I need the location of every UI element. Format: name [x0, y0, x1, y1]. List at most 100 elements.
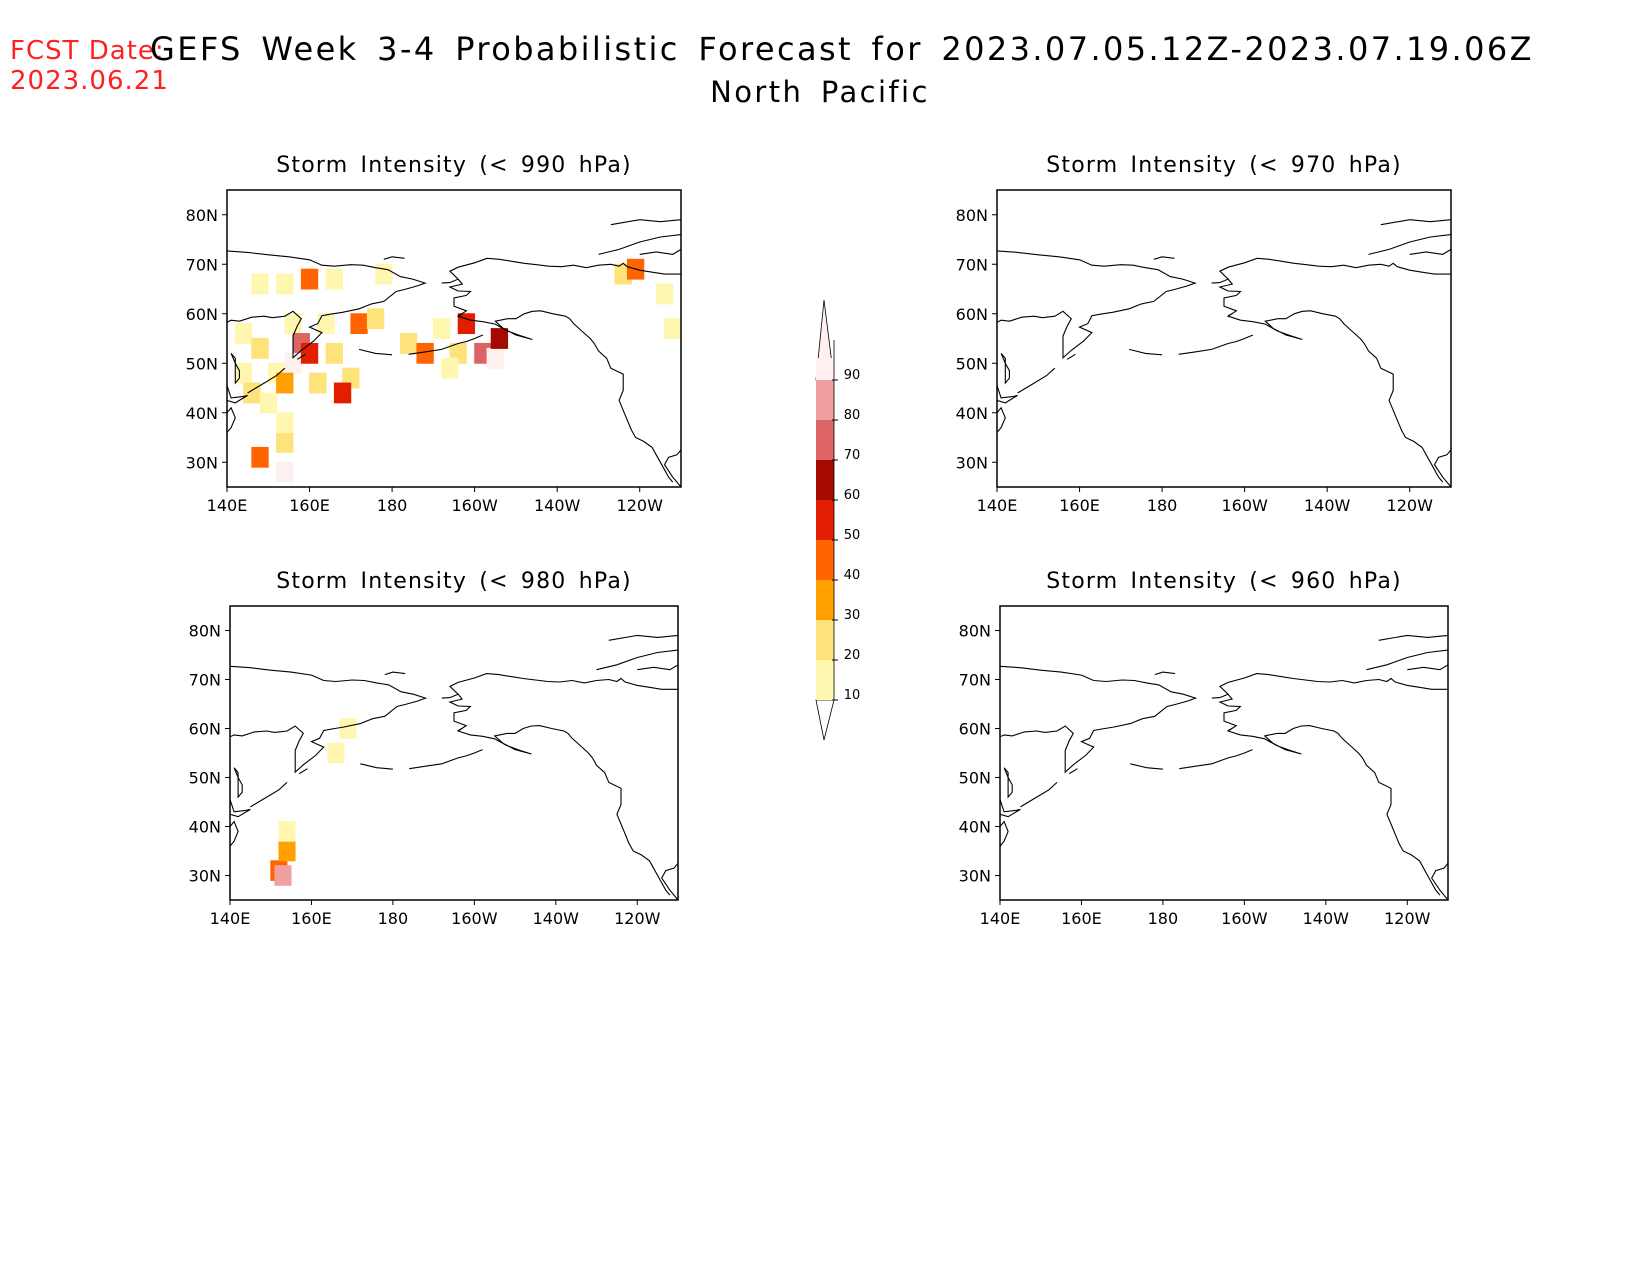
coastline-segment — [1128, 348, 1163, 356]
map-frame — [996, 189, 1452, 488]
probability-cell — [325, 268, 343, 290]
probability-cell — [366, 308, 385, 330]
probability-cell — [234, 323, 253, 344]
colorbar-segment — [816, 420, 834, 460]
y-tick-label: 70N — [186, 255, 218, 274]
probability-cell — [655, 283, 674, 305]
probability-cell — [251, 446, 269, 468]
coastline-segment — [230, 665, 428, 774]
colorbar-label: 10 — [844, 688, 861, 703]
coastline-segment — [1368, 234, 1451, 255]
panel-title: Storm Intensity (< 990 hPa) — [276, 153, 632, 178]
x-tick-label: 140W — [1304, 496, 1351, 515]
colorbar-segment — [816, 460, 834, 500]
y-tick-label: 80N — [959, 622, 991, 641]
coastline-segment — [441, 257, 681, 284]
map-panel-3: Storm Intensity (< 980 hPa) 140E 160E 180 16… — [189, 569, 679, 928]
y-tick-label: 50N — [186, 354, 218, 373]
y-tick-label: 40N — [959, 818, 991, 837]
probability-cell — [333, 382, 352, 404]
coastline-segment — [358, 348, 393, 356]
y-tick-label: 30N — [189, 867, 221, 886]
coastline-segment — [1017, 367, 1056, 394]
y-tick-label: 40N — [186, 404, 218, 423]
region-subtitle: North Pacific — [710, 75, 930, 109]
coastline-segment — [610, 219, 681, 226]
y-tick-label: 50N — [959, 769, 991, 788]
probability-cell — [350, 313, 368, 335]
colorbar-bottom-tip — [815, 699, 835, 741]
coastline-segment — [298, 768, 308, 775]
coastline-segment — [230, 820, 239, 847]
probability-cell — [399, 333, 418, 354]
colorbar: 90 80 70 60 50 40 30 20 10 — [815, 299, 861, 741]
colorbar-label: 90 — [844, 368, 861, 383]
probability-cell — [243, 382, 261, 404]
coastline-segment — [457, 313, 463, 317]
x-tick-label: 180 — [1147, 496, 1178, 515]
colorbar-segment — [816, 620, 834, 660]
map-panel-1: Storm Intensity (< 990 hPa) 140E 160E 180 16… — [186, 153, 682, 515]
probability-cell — [317, 313, 335, 335]
coastline-segment — [637, 664, 678, 671]
probability-cell — [284, 352, 302, 374]
probability-cell — [274, 865, 292, 886]
colorbar-segment — [816, 580, 834, 620]
colorbar-segment — [816, 358, 834, 380]
map-panel-2: Storm Intensity (< 970 hPa) 140E 160E 180 16… — [956, 153, 1452, 515]
x-tick-label: 140E — [980, 909, 1021, 928]
coastline-segment — [1227, 313, 1233, 317]
coastline-segment — [1153, 256, 1175, 260]
colorbar-segment — [816, 500, 834, 540]
colorbar-label: 80 — [844, 408, 861, 423]
probability-cell — [259, 392, 277, 414]
coastline-segment — [247, 367, 286, 394]
coastline-segment — [1000, 799, 1021, 818]
probability-cell — [276, 372, 294, 394]
coastline-segment — [1068, 768, 1078, 775]
probability-cell — [276, 412, 294, 434]
coastline-segment — [1179, 749, 1253, 770]
x-tick-label: 160W — [451, 496, 498, 515]
coastline-segment — [1433, 449, 1451, 487]
probability-cell — [375, 263, 393, 285]
x-tick-label: 180 — [377, 496, 408, 515]
probability-cell — [300, 342, 319, 364]
coastline-segment — [663, 449, 681, 487]
y-tick-label: 40N — [189, 818, 221, 837]
x-tick-label: 140W — [533, 909, 580, 928]
coastline-segment — [457, 728, 463, 731]
probability-cell — [276, 461, 294, 483]
coastline-segment — [1227, 728, 1233, 731]
y-tick-label: 60N — [186, 305, 218, 324]
x-tick-label: 140W — [534, 496, 581, 515]
colorbar-segment — [816, 380, 834, 420]
coastline-segment — [608, 634, 678, 641]
colorbar-label: 70 — [844, 448, 861, 463]
y-tick-label: 30N — [186, 453, 218, 472]
coastline-segment — [230, 799, 251, 818]
map-frame — [229, 605, 679, 901]
x-tick-label: 120W — [614, 909, 661, 928]
probability-cell — [278, 840, 296, 862]
x-tick-label: 160E — [291, 909, 332, 928]
coastline-segment — [360, 763, 393, 770]
x-tick-label: 160E — [1061, 909, 1102, 928]
x-tick-label: 180 — [1148, 909, 1179, 928]
probability-cell — [251, 273, 269, 295]
y-tick-label: 50N — [956, 354, 988, 373]
y-tick-label: 30N — [956, 453, 988, 472]
coastline-segment — [1407, 664, 1448, 671]
probability-cell — [486, 347, 504, 369]
colorbar-segment — [816, 660, 834, 700]
y-tick-label: 80N — [956, 206, 988, 225]
colorbar-label: 30 — [844, 608, 861, 623]
colorbar-segment — [816, 540, 834, 580]
map-frame — [226, 189, 682, 488]
coastline-segment — [661, 862, 678, 900]
coastline-segment — [1130, 763, 1163, 770]
coastline-segment — [1000, 820, 1009, 847]
map-panel-4: Storm Intensity (< 960 hPa) 140E 160E 180 16… — [959, 569, 1449, 928]
coastline-segment — [441, 673, 678, 699]
